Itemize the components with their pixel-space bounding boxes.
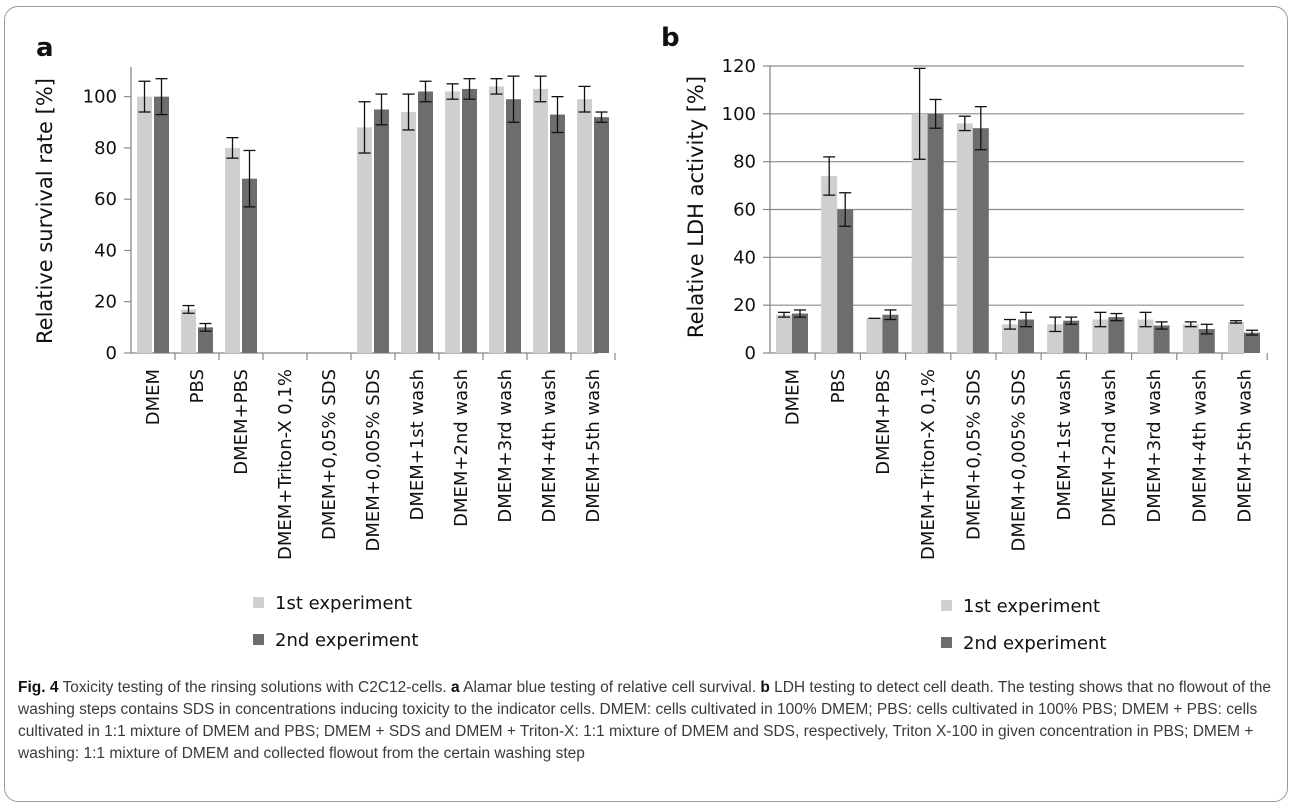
x-tick-label: PBS	[828, 369, 849, 403]
bar-2	[1153, 325, 1170, 353]
y-tick-label: 60	[733, 200, 756, 221]
legend-swatch-1	[941, 600, 952, 611]
y-tick-label: 100	[722, 104, 756, 125]
x-tick-label: DMEM	[783, 369, 804, 425]
caption-part-4: LDH testing to detect cell death. The te…	[18, 679, 1271, 762]
panel-label: b	[661, 23, 680, 53]
x-tick-label: DMEM+1st wash	[407, 369, 428, 521]
x-tick-label: DMEM+5th wash	[1235, 369, 1256, 523]
bar-2	[594, 117, 609, 354]
bar-1	[821, 176, 838, 353]
y-axis-label: Relative survival rate [%]	[33, 78, 57, 344]
x-tick-label: DMEM+4th wash	[539, 369, 560, 523]
x-tick-label: DMEM	[143, 369, 164, 425]
bar-2	[1108, 317, 1125, 353]
y-tick-label: 20	[94, 292, 117, 313]
y-tick-label: 100	[83, 87, 117, 108]
x-tick-label: DMEM+5th wash	[583, 369, 604, 523]
x-tick-label: DMEM+Triton-X 0,1%	[918, 369, 939, 560]
bar-2	[550, 114, 565, 353]
bar-1	[181, 309, 196, 353]
caption-part-0: Toxicity testing of the rinsing solution…	[58, 679, 452, 696]
y-tick-label: 40	[94, 240, 117, 261]
x-tick-label: DMEM+4th wash	[1189, 369, 1210, 523]
figure-charts: 0 20 40 60 80 100 Relative survival rate [%] a D…	[33, 23, 1268, 654]
bar-2	[154, 96, 169, 354]
x-tick-label: DMEM+0,005% SDS	[1009, 369, 1030, 551]
x-tick-label: DMEM+3rd wash	[495, 369, 516, 523]
bar-1	[357, 127, 372, 354]
y-tick-label: 40	[733, 247, 756, 268]
y-tick-label: 20	[733, 295, 756, 316]
bar-2	[927, 113, 944, 353]
bar-2	[792, 313, 808, 353]
x-tick-label: DMEM+0,05% SDS	[319, 369, 340, 540]
chart-panel-a: 0 20 40 60 80 100 Relative survival rate [%] a D…	[33, 33, 616, 651]
bar-1	[401, 112, 416, 353]
x-tick-label: DMEM+1st wash	[1054, 369, 1075, 521]
bar-1	[1182, 324, 1199, 353]
x-tick-label: DMEM+3rd wash	[1144, 369, 1165, 523]
legend-label-2: 2nd experiment	[275, 630, 418, 651]
y-tick-label: 0	[745, 343, 756, 364]
bar-2	[837, 209, 854, 353]
panel-label: a	[36, 33, 54, 63]
legend-label-2: 2nd experiment	[963, 633, 1106, 654]
bar-1	[225, 147, 240, 353]
caption-fig-label: Fig. 4	[18, 679, 59, 696]
y-tick-label: 0	[106, 343, 117, 364]
x-tick-label: DMEM+PBS	[873, 369, 894, 475]
bar-2	[374, 109, 389, 353]
bar-1	[137, 96, 152, 354]
bar-2	[506, 99, 521, 353]
bar-2	[242, 178, 257, 353]
y-tick-label: 80	[94, 138, 117, 159]
bar-2	[418, 91, 433, 353]
bar-2	[1244, 332, 1260, 353]
bar-1	[577, 99, 592, 353]
bar-2	[1198, 329, 1215, 353]
x-tick-label: DMEM+0,05% SDS	[963, 369, 984, 540]
bar-2	[882, 314, 899, 353]
caption-part-1: a	[451, 679, 460, 696]
bar-1	[956, 123, 973, 354]
caption-part-2: Alamar blue testing of relative cell sur…	[459, 679, 761, 696]
bar-1	[911, 113, 928, 353]
x-tick-label: DMEM+0,005% SDS	[363, 369, 384, 551]
bar-2	[972, 128, 989, 353]
bar-1	[776, 314, 792, 353]
figure-caption: Fig. 4 Toxicity testing of the rinsing s…	[18, 677, 1276, 765]
y-axis-label: Relative LDH activity [%]	[684, 76, 708, 338]
caption-part-3: b	[760, 679, 770, 696]
bar-1	[489, 86, 504, 353]
legend-label-1: 1st experiment	[275, 593, 412, 614]
figure-frame	[4, 6, 1288, 802]
bar-2	[1063, 320, 1080, 353]
bar-2	[1018, 319, 1034, 353]
caption-text: Toxicity testing of the rinsing solution…	[18, 679, 1271, 762]
x-tick-label: PBS	[187, 369, 208, 403]
legend-swatch-2	[941, 637, 952, 648]
bar-1	[1228, 321, 1244, 353]
legend-swatch-1	[253, 597, 264, 608]
x-tick-label: DMEM+2nd wash	[451, 369, 472, 527]
y-tick-label: 60	[94, 189, 117, 210]
legend-swatch-2	[253, 634, 264, 645]
y-tick-label: 80	[733, 152, 756, 173]
bar-1	[866, 318, 883, 353]
y-tick-label: 120	[722, 56, 756, 77]
x-tick-label: DMEM+PBS	[231, 369, 252, 475]
x-tick-label: DMEM+2nd wash	[1099, 369, 1120, 527]
bar-1	[445, 91, 460, 353]
bar-1	[1137, 319, 1154, 353]
bar-2	[198, 327, 213, 353]
bar-1	[1092, 319, 1109, 353]
chart-panel-b: 0 20 40 60 80 100 120 Relative LDH activity [%]…	[661, 23, 1268, 654]
x-tick-label: DMEM+Triton-X 0,1%	[275, 369, 296, 560]
bar-1	[1002, 324, 1018, 353]
bar-2	[462, 88, 477, 353]
legend-label-1: 1st experiment	[963, 596, 1100, 617]
bar-1	[533, 88, 548, 353]
